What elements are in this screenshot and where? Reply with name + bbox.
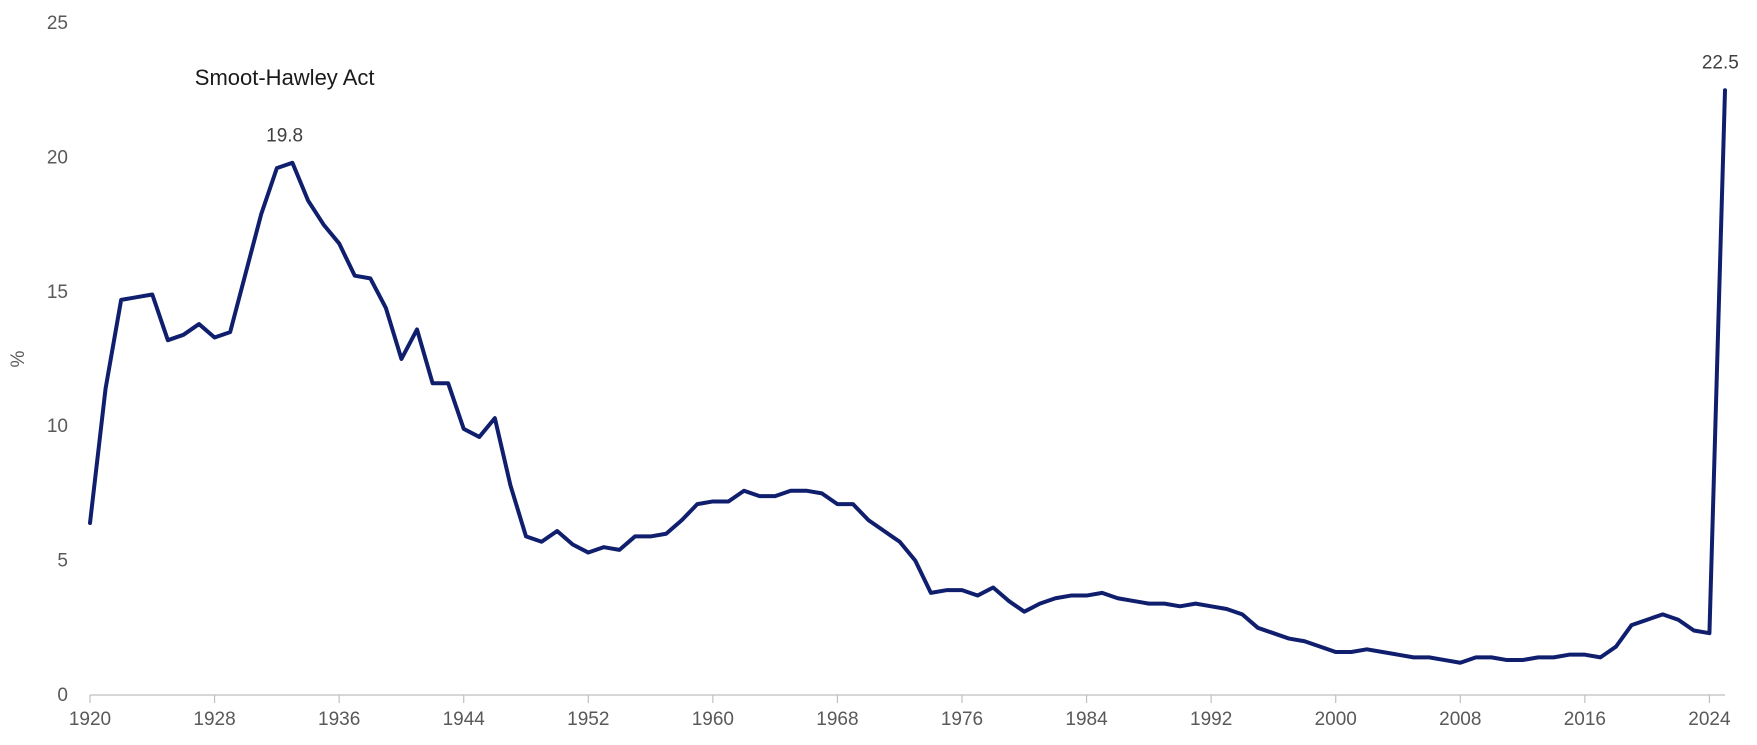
data-label: 22.5 [1702,53,1739,74]
x-tick-label: 2016 [1564,709,1606,730]
y-tick-label: 20 [47,147,68,168]
x-tick-label: 2000 [1315,709,1357,730]
x-tick-label: 1968 [816,709,858,730]
y-tick-label: 0 [57,685,68,706]
annotations: Smoot-Hawley Act 19.8 22.5 [195,53,1739,147]
x-tick-label: 1944 [443,709,486,730]
y-axis-title: % [8,350,29,367]
annotation-label: Smoot-Hawley Act [195,65,375,90]
series-line [88,88,1727,665]
data-label: 19.8 [266,125,303,146]
y-axis-ticks: 0 5 10 15 20 25 [47,13,68,706]
y-tick-label: 10 [47,416,68,437]
x-axis-ticks: 1920 1928 1936 1944 1952 1960 1968 1976 1984 1992… [69,695,1731,730]
x-tick-label: 1920 [69,709,111,730]
x-tick-label: 1992 [1190,709,1232,730]
x-tick-label: 2008 [1439,709,1481,730]
y-tick-label: 5 [57,551,68,572]
series-group [88,88,1727,665]
y-tick-label: 15 [47,282,68,303]
x-tick-label: 1976 [941,709,983,730]
x-tick-label: 1960 [692,709,734,730]
x-tick-label: 1952 [567,709,609,730]
x-tick-label: 1984 [1065,709,1108,730]
x-tick-label: 1936 [318,709,360,730]
x-tick-label: 1928 [193,709,235,730]
x-tick-label: 2024 [1688,709,1731,730]
y-tick-label: 25 [47,13,68,34]
